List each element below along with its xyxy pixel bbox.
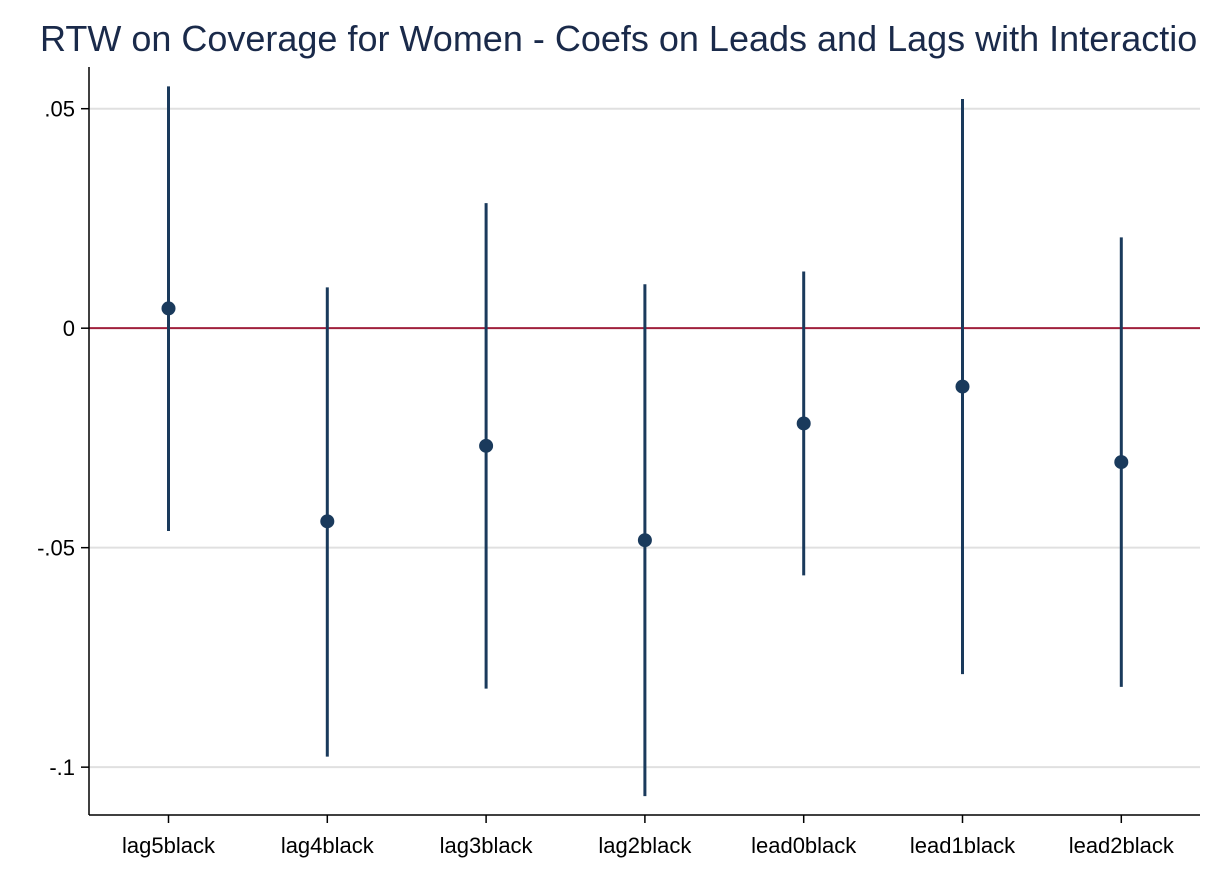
chart-title: RTW on Coverage for Women - Coefs on Lea… xyxy=(40,18,1198,59)
x-tick-label: lead1black xyxy=(910,833,1016,858)
x-tick-label: lead2black xyxy=(1069,833,1175,858)
y-tick-label: .05 xyxy=(44,97,75,122)
y-tick-label: 0 xyxy=(63,316,75,341)
coefficient-point xyxy=(161,301,176,316)
coefficient-point xyxy=(955,379,970,394)
x-tick-label: lag4black xyxy=(281,833,375,858)
coefficient-point xyxy=(796,416,811,431)
coefficient-point xyxy=(637,533,652,548)
coefficient-point xyxy=(479,438,494,453)
coefficient-point xyxy=(320,514,335,529)
coefficient-marks xyxy=(161,86,1129,797)
x-ticks: lag5black lag4black lag3black lag2black lead… xyxy=(122,815,1175,858)
x-tick-label: lag2black xyxy=(598,833,692,858)
y-tick-label: -.1 xyxy=(49,755,75,780)
x-tick-label: lag3black xyxy=(440,833,534,858)
y-tick-label: -.05 xyxy=(37,536,75,561)
x-tick-label: lag5black xyxy=(122,833,216,858)
coefficient-point xyxy=(1114,455,1129,470)
y-ticks: .05 0 -.05 -.1 xyxy=(37,97,89,780)
x-tick-label: lead0black xyxy=(751,833,857,858)
